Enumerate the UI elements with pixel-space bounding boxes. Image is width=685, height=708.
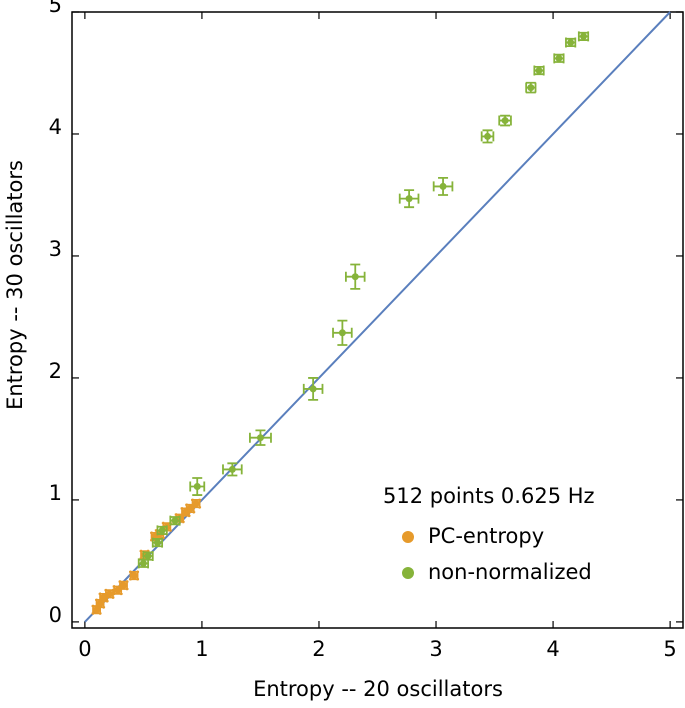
- x-tick-label: 0: [78, 637, 91, 661]
- x-tick-label: 1: [195, 637, 208, 661]
- x-tick-label: 4: [546, 637, 559, 661]
- legend-title: 512 points 0.625 Hz: [383, 484, 595, 508]
- point: [555, 54, 563, 62]
- point: [338, 329, 346, 337]
- point: [105, 590, 113, 598]
- y-tick-label: 3: [49, 237, 62, 261]
- x-axis-label: Entropy -- 20 oscillators: [253, 677, 503, 701]
- point: [527, 84, 535, 92]
- y-tick-label: 0: [49, 603, 62, 627]
- point: [120, 581, 128, 589]
- point: [193, 483, 201, 491]
- point: [535, 67, 543, 75]
- point: [153, 539, 161, 547]
- point: [351, 273, 359, 281]
- point: [484, 132, 492, 140]
- point: [580, 32, 588, 40]
- y-axis-label: Entropy -- 30 oscillators: [3, 160, 27, 410]
- x-tick-label: 5: [663, 637, 676, 661]
- y-tick-label: 1: [49, 481, 62, 505]
- point: [256, 434, 264, 442]
- point: [567, 38, 575, 46]
- x-tick-label: 2: [312, 637, 325, 661]
- point: [130, 572, 138, 580]
- y-tick-label: 5: [49, 0, 62, 17]
- plot-frame: [71, 11, 684, 629]
- y-tick-label: 4: [49, 115, 62, 139]
- legend-label: non-normalized: [428, 560, 592, 584]
- point: [171, 517, 179, 525]
- legend-marker: [402, 567, 414, 579]
- y-tick-label: 2: [49, 359, 62, 383]
- point: [228, 465, 236, 473]
- point: [501, 117, 509, 125]
- x-tick-label: 3: [429, 637, 442, 661]
- point: [139, 559, 147, 567]
- diagonal-line: [84, 11, 671, 623]
- point: [309, 385, 317, 393]
- legend-label: PC-entropy: [428, 524, 544, 548]
- point: [144, 552, 152, 560]
- legend-marker: [402, 531, 414, 543]
- point: [439, 182, 447, 190]
- point: [158, 526, 166, 534]
- point: [192, 500, 200, 508]
- point: [405, 195, 413, 203]
